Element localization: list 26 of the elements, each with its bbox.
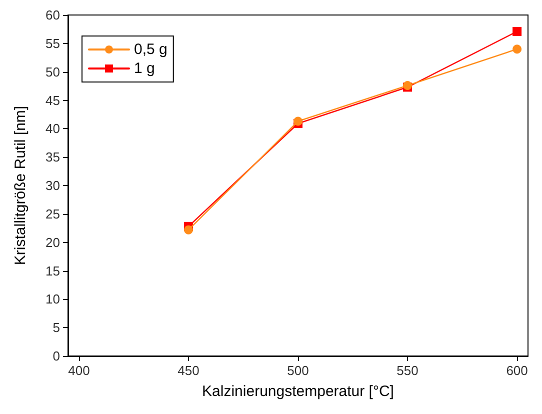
point [512,44,522,54]
point [184,225,193,234]
y-tick-label: 25 [46,206,60,222]
x-axis-title: Kalzinierungstemperatur [°C] [202,383,394,400]
x-tick-label: 400 [68,363,90,378]
point [512,26,522,36]
point [294,116,302,126]
y-tick-label: 40 [46,121,60,136]
y-tick-label: 50 [46,64,60,80]
y-tick-label: 55 [46,36,60,51]
x-tick-label: 600 [506,363,528,378]
y-axis-title: Kristallitgröße Rutil [nm] [12,106,29,266]
y-tick-label: 35 [46,150,60,165]
y-tick-label: 10 [46,292,60,307]
x-tick-label: 450 [178,363,200,378]
y-tick-label: 0 [52,348,60,364]
y-tick-label: 5 [52,320,60,336]
y-tick-label: 30 [46,178,60,193]
legend-label: 0,5 g [134,41,168,58]
y-tick-label: 45 [46,92,60,108]
y-tick-label: 20 [46,234,60,250]
x-tick-label: 500 [287,363,309,378]
y-tick-label: 60 [46,8,60,22]
legend-label: 1 g [134,60,155,77]
x-tick-label: 550 [396,363,418,378]
y-tick-label: 15 [46,263,60,278]
